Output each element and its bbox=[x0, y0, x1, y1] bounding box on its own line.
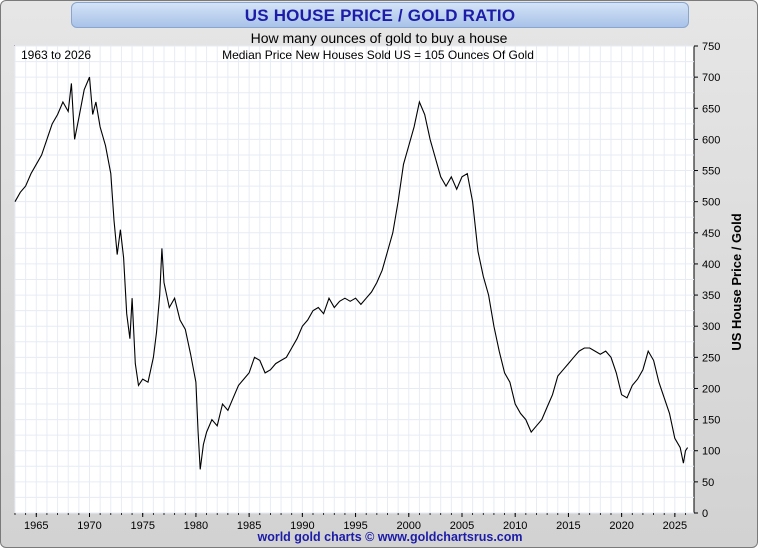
chart-footer: world gold charts © www.goldchartsrus.co… bbox=[257, 530, 523, 544]
x-tick-label: 2025 bbox=[663, 520, 687, 532]
x-tick-label: 1985 bbox=[237, 520, 261, 532]
chart-title: US HOUSE PRICE / GOLD RATIO bbox=[71, 2, 689, 28]
y-tick-label: 650 bbox=[702, 103, 720, 115]
y-tick-label: 500 bbox=[702, 197, 720, 209]
y-tick-label: 0 bbox=[702, 508, 708, 520]
y-tick-label: 750 bbox=[702, 41, 720, 53]
y-tick-label: 400 bbox=[702, 259, 720, 271]
annotation-date-range: 1963 to 2026 bbox=[21, 48, 91, 62]
x-tick-label: 2015 bbox=[556, 520, 580, 532]
x-tick-label: 2020 bbox=[609, 520, 633, 532]
y-tick-label: 450 bbox=[702, 228, 720, 240]
x-tick-label: 1995 bbox=[343, 520, 367, 532]
y-tick-label: 250 bbox=[702, 352, 720, 364]
x-tick-label: 1980 bbox=[184, 520, 208, 532]
chart-subtitle: How many ounces of gold to buy a house bbox=[250, 30, 508, 46]
x-tick-label: 1975 bbox=[130, 520, 154, 532]
y-tick-label: 600 bbox=[702, 134, 720, 146]
grid-lines bbox=[14, 45, 694, 514]
x-tick-label: 2005 bbox=[450, 520, 474, 532]
y-tick-label: 50 bbox=[702, 477, 714, 489]
y-tick-label: 550 bbox=[702, 166, 720, 178]
x-tick-label: 2010 bbox=[503, 520, 527, 532]
y-tick-label: 100 bbox=[702, 446, 720, 458]
y-tick-label: 200 bbox=[702, 383, 720, 395]
y-tick-label: 300 bbox=[702, 321, 720, 333]
x-axis: 1965 1970 1975 1980 1985 1990 1995 2000 2005 2010… bbox=[14, 513, 687, 532]
y-tick-label: 350 bbox=[702, 290, 720, 302]
y-axis: 0 50 100 150 200 250 300 350 400 450 500 550 600 650 7… bbox=[694, 41, 720, 520]
annotation-median: Median Price New Houses Sold US = 105 Ou… bbox=[222, 48, 534, 62]
x-tick-label: 1965 bbox=[24, 520, 48, 532]
x-tick-label: 2000 bbox=[397, 520, 421, 532]
y-tick-label: 700 bbox=[702, 72, 720, 84]
x-tick-label: 1970 bbox=[77, 520, 101, 532]
x-tick-label: 1990 bbox=[290, 520, 314, 532]
series-line bbox=[14, 76, 689, 470]
y-tick-label: 150 bbox=[702, 415, 720, 427]
y-axis-label: US House Price / Gold bbox=[729, 213, 744, 350]
